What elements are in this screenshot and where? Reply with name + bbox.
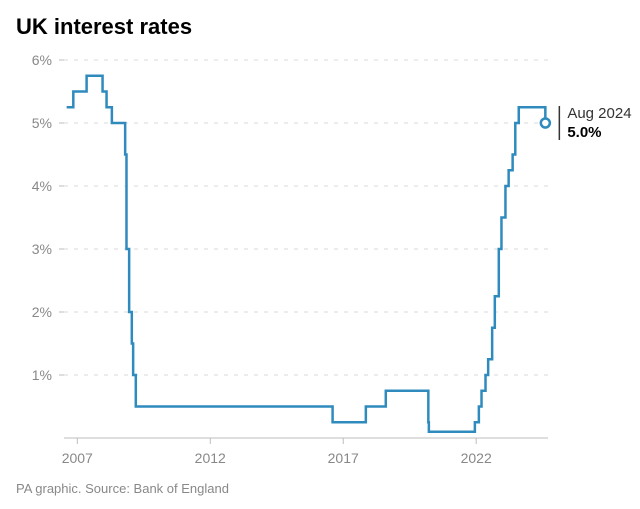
chart-svg	[0, 0, 640, 509]
y-axis-label: 3%	[0, 241, 52, 257]
x-axis-label: 2017	[328, 450, 359, 466]
x-axis-label: 2022	[461, 450, 492, 466]
x-axis-label: 2012	[195, 450, 226, 466]
y-axis-label: 2%	[0, 304, 52, 320]
y-axis-label: 5%	[0, 115, 52, 131]
y-axis-label: 4%	[0, 178, 52, 194]
x-axis-label: 2007	[62, 450, 93, 466]
y-axis-label: 6%	[0, 52, 52, 68]
callout-date: Aug 2024	[567, 105, 631, 122]
y-axis-label: 1%	[0, 367, 52, 383]
chart-title: UK interest rates	[16, 14, 192, 40]
rate-line	[67, 76, 546, 432]
callout-value: 5.0%	[567, 124, 601, 141]
chart-container: UK interest rates PA graphic. Source: Ban…	[0, 0, 640, 509]
chart-footer: PA graphic. Source: Bank of England	[16, 481, 229, 496]
current-rate-marker	[541, 119, 550, 128]
